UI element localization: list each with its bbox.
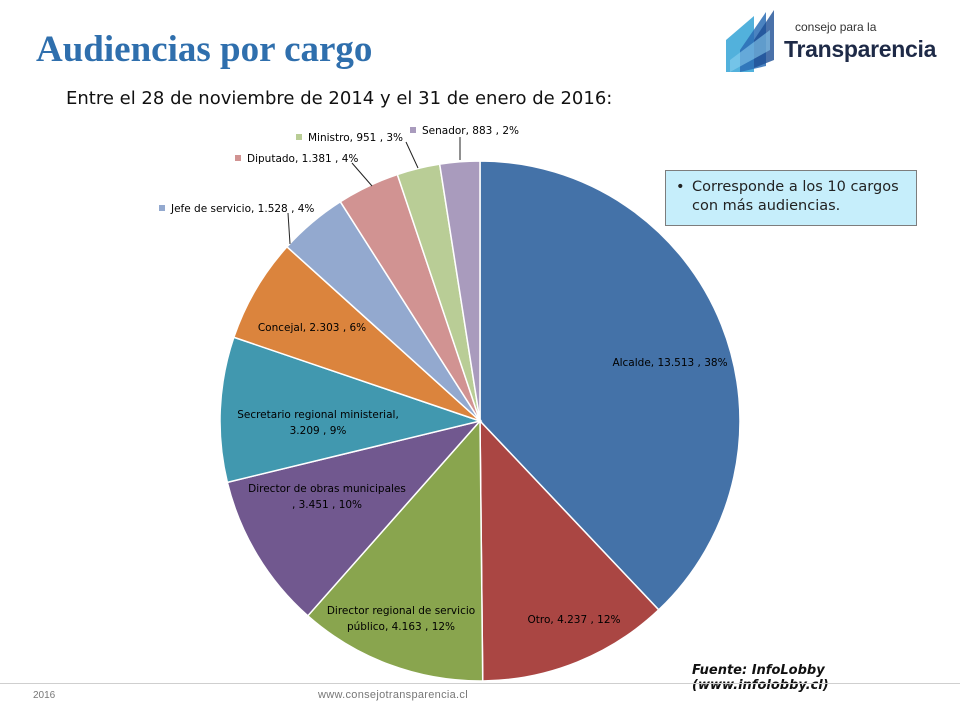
logo-line2: Transparencia bbox=[784, 36, 937, 62]
data-label: Secretario regional ministerial, 3.209 , … bbox=[237, 409, 399, 437]
label-key-swatch bbox=[296, 134, 302, 140]
pie-slice-secretario-regional-ministerial bbox=[219, 336, 483, 484]
data-label: Director de obras municipales , 3.451 , 1… bbox=[248, 483, 406, 511]
data-label-text: Jefe de servicio, 1.528 , 4% bbox=[170, 203, 314, 215]
data-label: Alcalde, 13.513 , 38% bbox=[612, 357, 727, 369]
data-label: Director regional de servicio público, 4.… bbox=[327, 605, 475, 633]
logo-mark-icon bbox=[726, 10, 774, 72]
data-label: Senador, 883 , 2% bbox=[410, 125, 519, 160]
leader-line bbox=[351, 162, 373, 187]
data-label: Diputado, 1.381 , 4% bbox=[235, 153, 373, 187]
bullet-icon: • bbox=[676, 179, 685, 195]
label-key-swatch bbox=[410, 127, 416, 133]
data-label-text: Alcalde, 13.513 , 38% bbox=[612, 357, 727, 369]
data-label-text: Ministro, 951 , 3% bbox=[308, 132, 403, 144]
data-label-text: Diputado, 1.381 , 4% bbox=[247, 153, 358, 165]
pie-slice-director-de-obras-municipales bbox=[226, 419, 483, 617]
data-label-text: 3.209 , 9% bbox=[290, 425, 347, 437]
data-label-text: Otro, 4.237 , 12% bbox=[528, 614, 621, 626]
pie-slice-director-regional-de-servicio-p-blico bbox=[306, 419, 484, 682]
note-box: • Corresponde a los 10 cargos con más au… bbox=[665, 170, 917, 226]
footer-url: www.consejotransparencia.cl bbox=[318, 689, 468, 701]
note-text: Corresponde a los 10 cargos con más audi… bbox=[692, 179, 899, 214]
label-key-swatch bbox=[235, 155, 241, 161]
data-label-text: , 3.451 , 10% bbox=[292, 499, 362, 511]
data-label-text: Concejal, 2.303 , 6% bbox=[258, 322, 366, 334]
pie-slice-senador bbox=[438, 160, 481, 422]
pie-slice-alcalde bbox=[479, 160, 741, 611]
data-label-text: Senador, 883 , 2% bbox=[422, 125, 519, 137]
data-label-text: Secretario regional ministerial, bbox=[237, 409, 399, 421]
source-note: Fuente: InfoLobby (www.infolobby.cl) bbox=[692, 663, 829, 693]
leader-line bbox=[405, 141, 419, 169]
data-label: Otro, 4.237 , 12% bbox=[528, 614, 621, 626]
data-label: Concejal, 2.303 , 6% bbox=[258, 322, 366, 334]
footer-year: 2016 bbox=[33, 690, 56, 701]
data-label-text: Director de obras municipales bbox=[248, 483, 406, 495]
data-label: Jefe de servicio, 1.528 , 4% bbox=[159, 203, 314, 245]
data-label-text: público, 4.163 , 12% bbox=[347, 621, 455, 633]
data-label-text: Director regional de servicio bbox=[327, 605, 475, 617]
label-key-swatch bbox=[159, 205, 165, 211]
leader-line bbox=[287, 212, 291, 245]
data-label: Ministro, 951 , 3% bbox=[296, 132, 419, 169]
footer-divider bbox=[0, 683, 960, 684]
slide-title: Audiencias por cargo bbox=[36, 29, 373, 70]
logo-line1: consejo para la bbox=[795, 20, 877, 34]
slide-subtitle: Entre el 28 de noviembre de 2014 y el 31… bbox=[66, 88, 613, 109]
pie-slice-otro bbox=[479, 419, 660, 682]
